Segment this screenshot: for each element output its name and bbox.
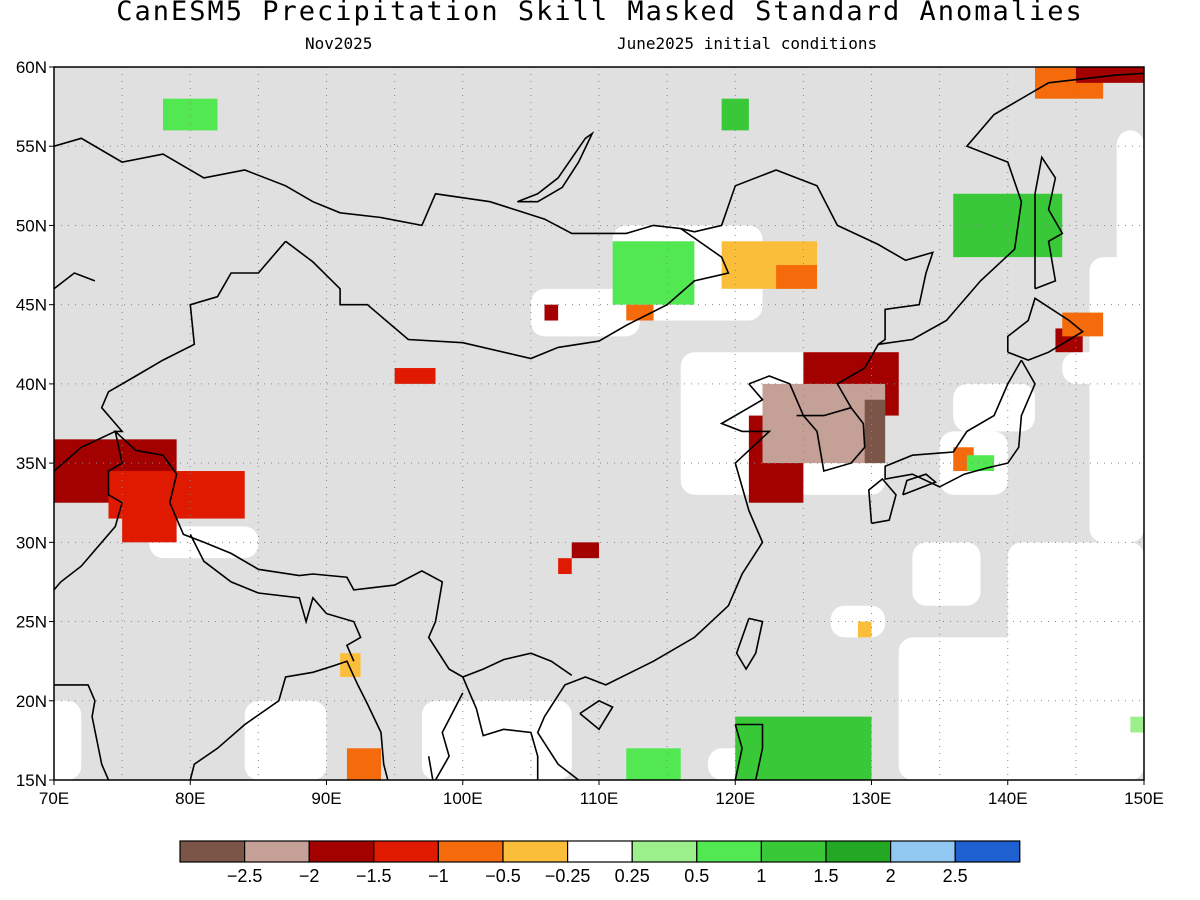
coastline-15 [54,137,935,345]
coastline-14 [54,272,96,290]
colorbar-swatch [696,840,762,863]
colorbar-label: 1.5 [813,866,838,886]
coastline-23 [796,406,852,417]
y-tick-label: 35N [16,454,47,473]
coastline-19 [189,534,362,662]
x-tick-label: 70E [39,789,69,808]
coastline-9 [579,699,614,731]
coastline-4 [1006,297,1085,361]
anomaly-pacific-orange [857,621,872,638]
y-tick-label: 15N [16,771,47,790]
coastline-11 [54,684,110,780]
colorbar-swatch [437,840,504,863]
coastline-0 [536,383,772,780]
anomaly-gansu-red [544,304,559,321]
coastline-16 [285,227,730,360]
x-tick-label: 80E [175,789,205,808]
anomaly-mongolia-orange-dark [776,265,817,289]
latitude-axis: 15N 20N 25N 30N 35N 40N 45N 50N 55N 60N [16,58,54,790]
coastline-13 [427,756,436,780]
initial-conditions: June2025 initial conditions [617,34,878,53]
coastline-10 [734,723,764,780]
anomaly-hokkaido-east-orange [1062,312,1104,337]
anomaly-sakhalin [953,193,1063,258]
anomaly-north-india [122,510,177,543]
x-tick-label: 100E [443,789,483,808]
colorbar-swatch [760,840,827,863]
x-tick-label: 150E [1124,789,1164,808]
anomaly-pacific-east-green [1130,716,1144,733]
colorbar-label: 2 [886,866,896,886]
anomaly-philippines-green [735,716,872,780]
y-tick-label: 40N [16,375,47,394]
anomaly-sichuan-red-2 [558,558,572,575]
coastline-18 [54,430,124,591]
colorbar-label: 2.5 [943,866,968,886]
x-tick-label: 130E [852,789,892,808]
colorbar-label: −1.5 [356,866,392,886]
anomaly-myanmar-orange [346,748,381,780]
colorbar-swatch [566,840,633,863]
coastline-5 [884,359,1036,488]
anomaly-bangla-orange [340,653,361,678]
anomaly-mongolia-green [612,241,695,305]
x-tick-label: 120E [715,789,755,808]
y-tick-label: 30N [16,533,47,552]
colorbar-swatch [825,840,892,863]
anomaly-korea-east [864,399,886,464]
coastline-7 [902,473,938,496]
anomaly-regions [54,67,1144,780]
colorbar-label: −2.5 [227,866,263,886]
coastlines [54,72,1144,780]
colorbar-label: −0.25 [545,866,591,886]
anomaly-mongolia-south-orange [626,304,654,321]
coastline-1 [748,343,879,473]
coastline-8 [735,617,764,671]
anomaly-sichuan-red [571,542,599,559]
y-tick-label: 20N [16,692,47,711]
colorbar-label: −1 [428,866,449,886]
y-tick-label: 55N [16,137,47,156]
coastline-22 [517,131,595,203]
anomaly-siberia-green [721,98,749,131]
colorbar-swatch [308,840,375,863]
coastline-12 [189,660,389,780]
coastline-20 [462,676,539,780]
anomaly-tarim-red [394,368,436,384]
y-tick-label: 25N [16,613,47,632]
colorbar-swatch [179,840,246,863]
colorbar-swatch [631,840,698,863]
map-title: CanESM5 Precipitation Skill Masked Stand… [116,0,1084,27]
colorbar-label: −2 [299,866,320,886]
coastline-2 [878,72,1144,346]
colorbar-swatch [954,840,1021,863]
anomaly-japan-green [966,455,995,472]
y-tick-label: 60N [16,58,47,77]
coastline-21 [434,692,464,780]
y-tick-label: 50N [16,216,47,235]
longitude-axis: 70E 80E 90E 100E 110E 120E 130E 140E 150E [39,780,1164,808]
colorbar-swatch [244,840,310,863]
coastline-3 [1034,155,1064,290]
y-tick-label: 45N [16,296,47,315]
colorbar-swatch [502,840,569,863]
forecast-month: Nov2025 [305,34,373,53]
colorbar-label: 0.5 [684,866,709,886]
x-tick-label: 140E [988,789,1028,808]
colorbar-swatch [373,840,439,863]
map-plot-area [54,67,1144,780]
colorbar-label: −0.5 [485,866,521,886]
coastline-6 [867,477,897,525]
x-tick-label: 110E [580,789,618,808]
x-tick-label: 90E [311,789,341,808]
anomaly-kazakh-green [163,98,218,131]
anomaly-scs-green [626,748,681,780]
colorbar-swatch [889,840,956,863]
colorbar: −2.5 −2 −1.5 −1 −0.5 −0.25 0.25 0.5 1 1.5 2 2.5 [179,840,1021,886]
coastline-17 [100,240,573,678]
colorbar-label: 0.25 [615,866,650,886]
colorbar-label: 1 [756,866,766,886]
